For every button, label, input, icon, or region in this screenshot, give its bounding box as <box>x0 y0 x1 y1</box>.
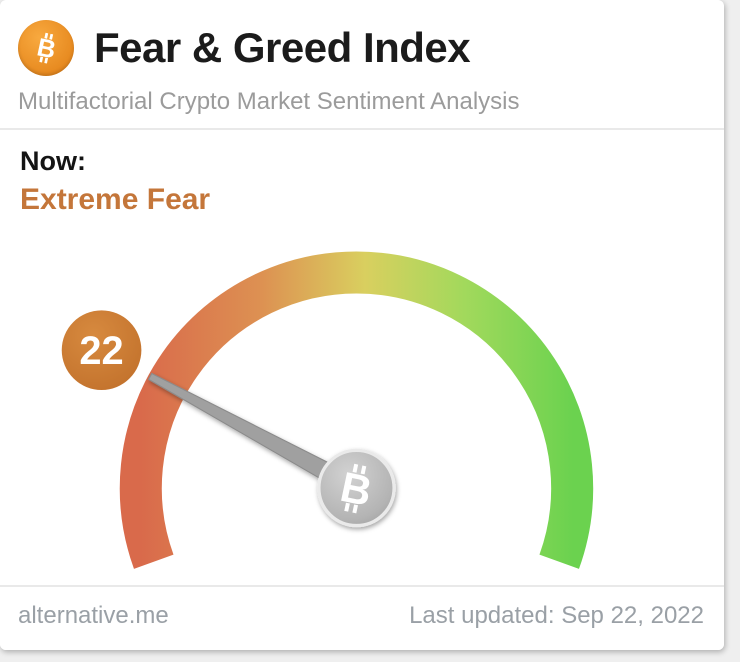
fear-greed-widget-card: B Fear & Greed Index Multifactorial Cryp… <box>0 0 724 650</box>
gauge-badge-circle <box>61 310 142 390</box>
last-updated-text: Last updated: Sep 22, 2022 <box>409 602 704 629</box>
bitcoin-icon: B <box>18 20 74 76</box>
gauge-chart: B 22 <box>61 251 594 569</box>
gauge-arc <box>119 251 594 569</box>
now-label: Now: <box>20 146 86 176</box>
widget-footer: alternative.me Last updated: Sep 22, 202… <box>0 585 724 650</box>
bitcoin-letter: B <box>34 33 58 64</box>
widget-header: B Fear & Greed Index Multifactorial Cryp… <box>0 0 724 128</box>
header-divider <box>0 128 724 130</box>
gauge-value: 22 <box>79 329 123 373</box>
gauge-value-badge: 22 <box>61 310 142 390</box>
sentiment-classification: Extreme Fear <box>20 183 211 216</box>
page-subtitle: Multifactorial Crypto Market Sentiment A… <box>18 88 520 115</box>
gauge-needle-group: B <box>147 372 396 528</box>
page-title: Fear & Greed Index <box>94 23 471 71</box>
source-link[interactable]: alternative.me <box>18 602 169 629</box>
gauge-container: B 22 <box>0 217 724 582</box>
current-status-section: Now: Extreme Fear <box>0 130 724 217</box>
gauge-hub-coin <box>317 448 396 528</box>
